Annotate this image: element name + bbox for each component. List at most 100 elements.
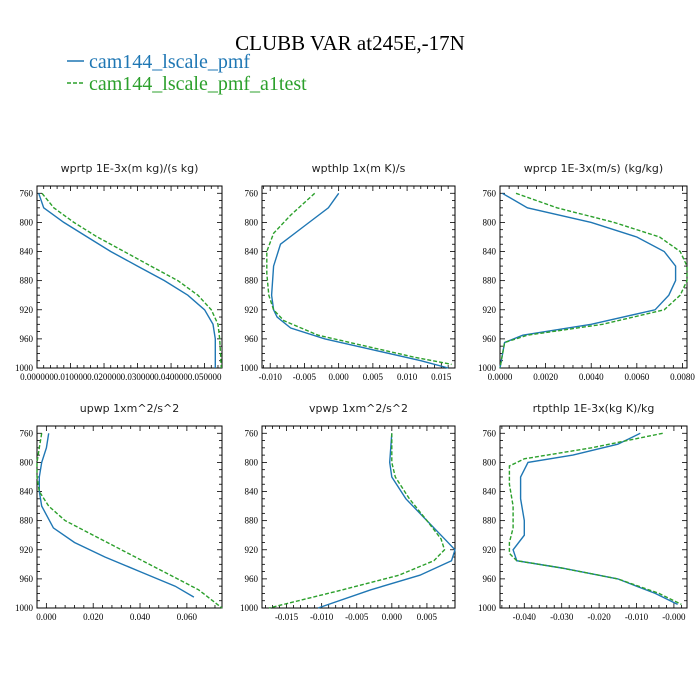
legend-label-series-1: cam144_lscale_pmf: [89, 51, 250, 73]
panel-title: rtpthlp 1E-3x(kg K)/kg: [533, 402, 655, 415]
y-tick-label: 880: [245, 516, 259, 526]
x-tick-label: 0.020000: [87, 372, 121, 382]
y-tick-label: 800: [20, 457, 34, 467]
y-tick-label: 960: [245, 334, 259, 344]
series-line-2: [36, 433, 223, 609]
x-tick-label: 0.000000: [20, 372, 54, 382]
y-tick-label: 840: [20, 247, 34, 257]
y-tick-label: 960: [483, 334, 497, 344]
y-tick-label: 840: [20, 487, 34, 497]
x-tick-label: 0.0000: [488, 372, 513, 382]
x-tick-label: 0.040: [130, 612, 151, 622]
y-tick-label: 960: [245, 574, 259, 584]
x-tick-label: 0.0040: [579, 372, 604, 382]
y-tick-label: 920: [483, 545, 497, 555]
panel-frame: [261, 425, 456, 609]
series-line-1: [499, 192, 677, 369]
y-tick-label: 840: [483, 487, 497, 497]
y-tick-label: 920: [483, 305, 497, 315]
y-tick-label: 760: [245, 188, 259, 198]
y-tick-label: 960: [20, 574, 34, 584]
x-tick-label: -0.010: [310, 612, 334, 622]
figure-title: CLUBB VAR at245E,-17N: [235, 31, 465, 55]
x-tick-label: -0.010: [625, 612, 649, 622]
y-tick-label: 920: [20, 545, 34, 555]
x-tick-label: 0.015: [431, 372, 452, 382]
y-tick-label: 840: [245, 247, 259, 257]
series-line-2: [268, 433, 446, 609]
y-tick-label: 760: [20, 428, 34, 438]
panel-title: vpwp 1xm^2/s^2: [309, 402, 408, 415]
x-tick-label: 0.005: [363, 372, 384, 382]
x-tick-label: -0.020: [587, 612, 611, 622]
y-tick-label: 1000: [15, 603, 34, 613]
panel-frame: [499, 185, 688, 369]
panel-2: wpthlp 1x(m K)/s7608008408809209601000-0…: [240, 162, 456, 382]
y-tick-label: 760: [20, 188, 34, 198]
x-tick-label: -0.010: [259, 372, 283, 382]
panel-title: wprtp 1E-3x(m kg)/(s kg): [61, 162, 199, 175]
panel-frame: [36, 185, 223, 369]
legend-label-series-2: cam144_lscale_pmf_a1test: [89, 73, 307, 95]
y-tick-label: 1000: [478, 363, 497, 373]
x-tick-label: 0.0020: [533, 372, 558, 382]
x-tick-label: 0.005: [417, 612, 438, 622]
y-tick-label: 840: [483, 247, 497, 257]
x-tick-label: -0.040: [513, 612, 537, 622]
y-tick-label: 760: [483, 428, 497, 438]
y-tick-label: 1000: [15, 363, 34, 373]
panel-1: wprtp 1E-3x(m kg)/(s kg) 760 800 840 880 920 9…: [15, 162, 223, 382]
x-tick-label: 0.000: [36, 612, 57, 622]
panel-4: upwp 1xm^2/s^2 760 800 840 880 920 960 10000.00…: [15, 402, 223, 622]
series-line-2: [41, 192, 222, 369]
x-tick-label: 0.020: [83, 612, 104, 622]
y-tick-label: 1000: [478, 603, 497, 613]
x-tick-label: 0.010000: [54, 372, 88, 382]
series-line-1: [512, 432, 678, 606]
y-tick-label: 800: [245, 457, 259, 467]
x-tick-label: 0.050000: [188, 372, 222, 382]
y-tick-label: 1000: [240, 363, 259, 373]
y-tick-label: 760: [245, 428, 259, 438]
y-tick-label: 880: [483, 276, 497, 286]
series-line-1: [317, 433, 456, 609]
y-tick-label: 920: [245, 545, 259, 555]
x-tick-label: -0.005: [345, 612, 369, 622]
x-tick-label: 0.060: [177, 612, 198, 622]
panel-title: upwp 1xm^2/s^2: [80, 402, 180, 415]
y-tick-label: 840: [245, 487, 259, 497]
panel-frame: [499, 425, 688, 609]
x-tick-label: -0.000: [662, 612, 686, 622]
y-tick-label: 1000: [240, 603, 259, 613]
y-tick-label: 880: [20, 516, 34, 526]
y-tick-label: 960: [20, 334, 34, 344]
x-tick-label: 0.000: [329, 372, 350, 382]
x-tick-label: 0.010: [397, 372, 418, 382]
series-line-1: [38, 193, 217, 368]
y-tick-label: 800: [20, 217, 34, 227]
series-line-1: [270, 192, 449, 369]
y-tick-label: 920: [245, 305, 259, 315]
x-tick-label: 0.040000: [154, 372, 188, 382]
panels: wprtp 1E-3x(m kg)/(s kg) 760 800 840 880 920 9…: [15, 162, 695, 622]
panel-title: wpthlp 1x(m K)/s: [312, 162, 406, 175]
series-line-2: [499, 192, 688, 369]
panel-title: wprcp 1E-3x(m/s) (kg/kg): [524, 162, 663, 175]
series-line-2: [266, 192, 452, 366]
panel-frame: [36, 425, 223, 609]
x-tick-label: -0.030: [550, 612, 574, 622]
y-tick-label: 880: [20, 276, 34, 286]
series-line-1: [38, 433, 195, 598]
y-tick-label: 880: [483, 516, 497, 526]
x-tick-label: 0.0080: [670, 372, 695, 382]
y-tick-label: 920: [20, 305, 34, 315]
panel-5: vpwp 1xm^2/s^2 760 800 840 880 920 960 1000 -0.0…: [240, 402, 456, 622]
y-tick-label: 800: [245, 217, 259, 227]
y-tick-label: 800: [483, 217, 497, 227]
x-tick-label: 0.030000: [121, 372, 155, 382]
y-tick-label: 880: [245, 276, 259, 286]
panel-6: rtpthlp 1E-3x(kg K)/kg 760 800 840 880 920 960…: [478, 402, 688, 622]
x-tick-label: -0.005: [293, 372, 317, 382]
x-tick-label: 0.0060: [624, 372, 649, 382]
